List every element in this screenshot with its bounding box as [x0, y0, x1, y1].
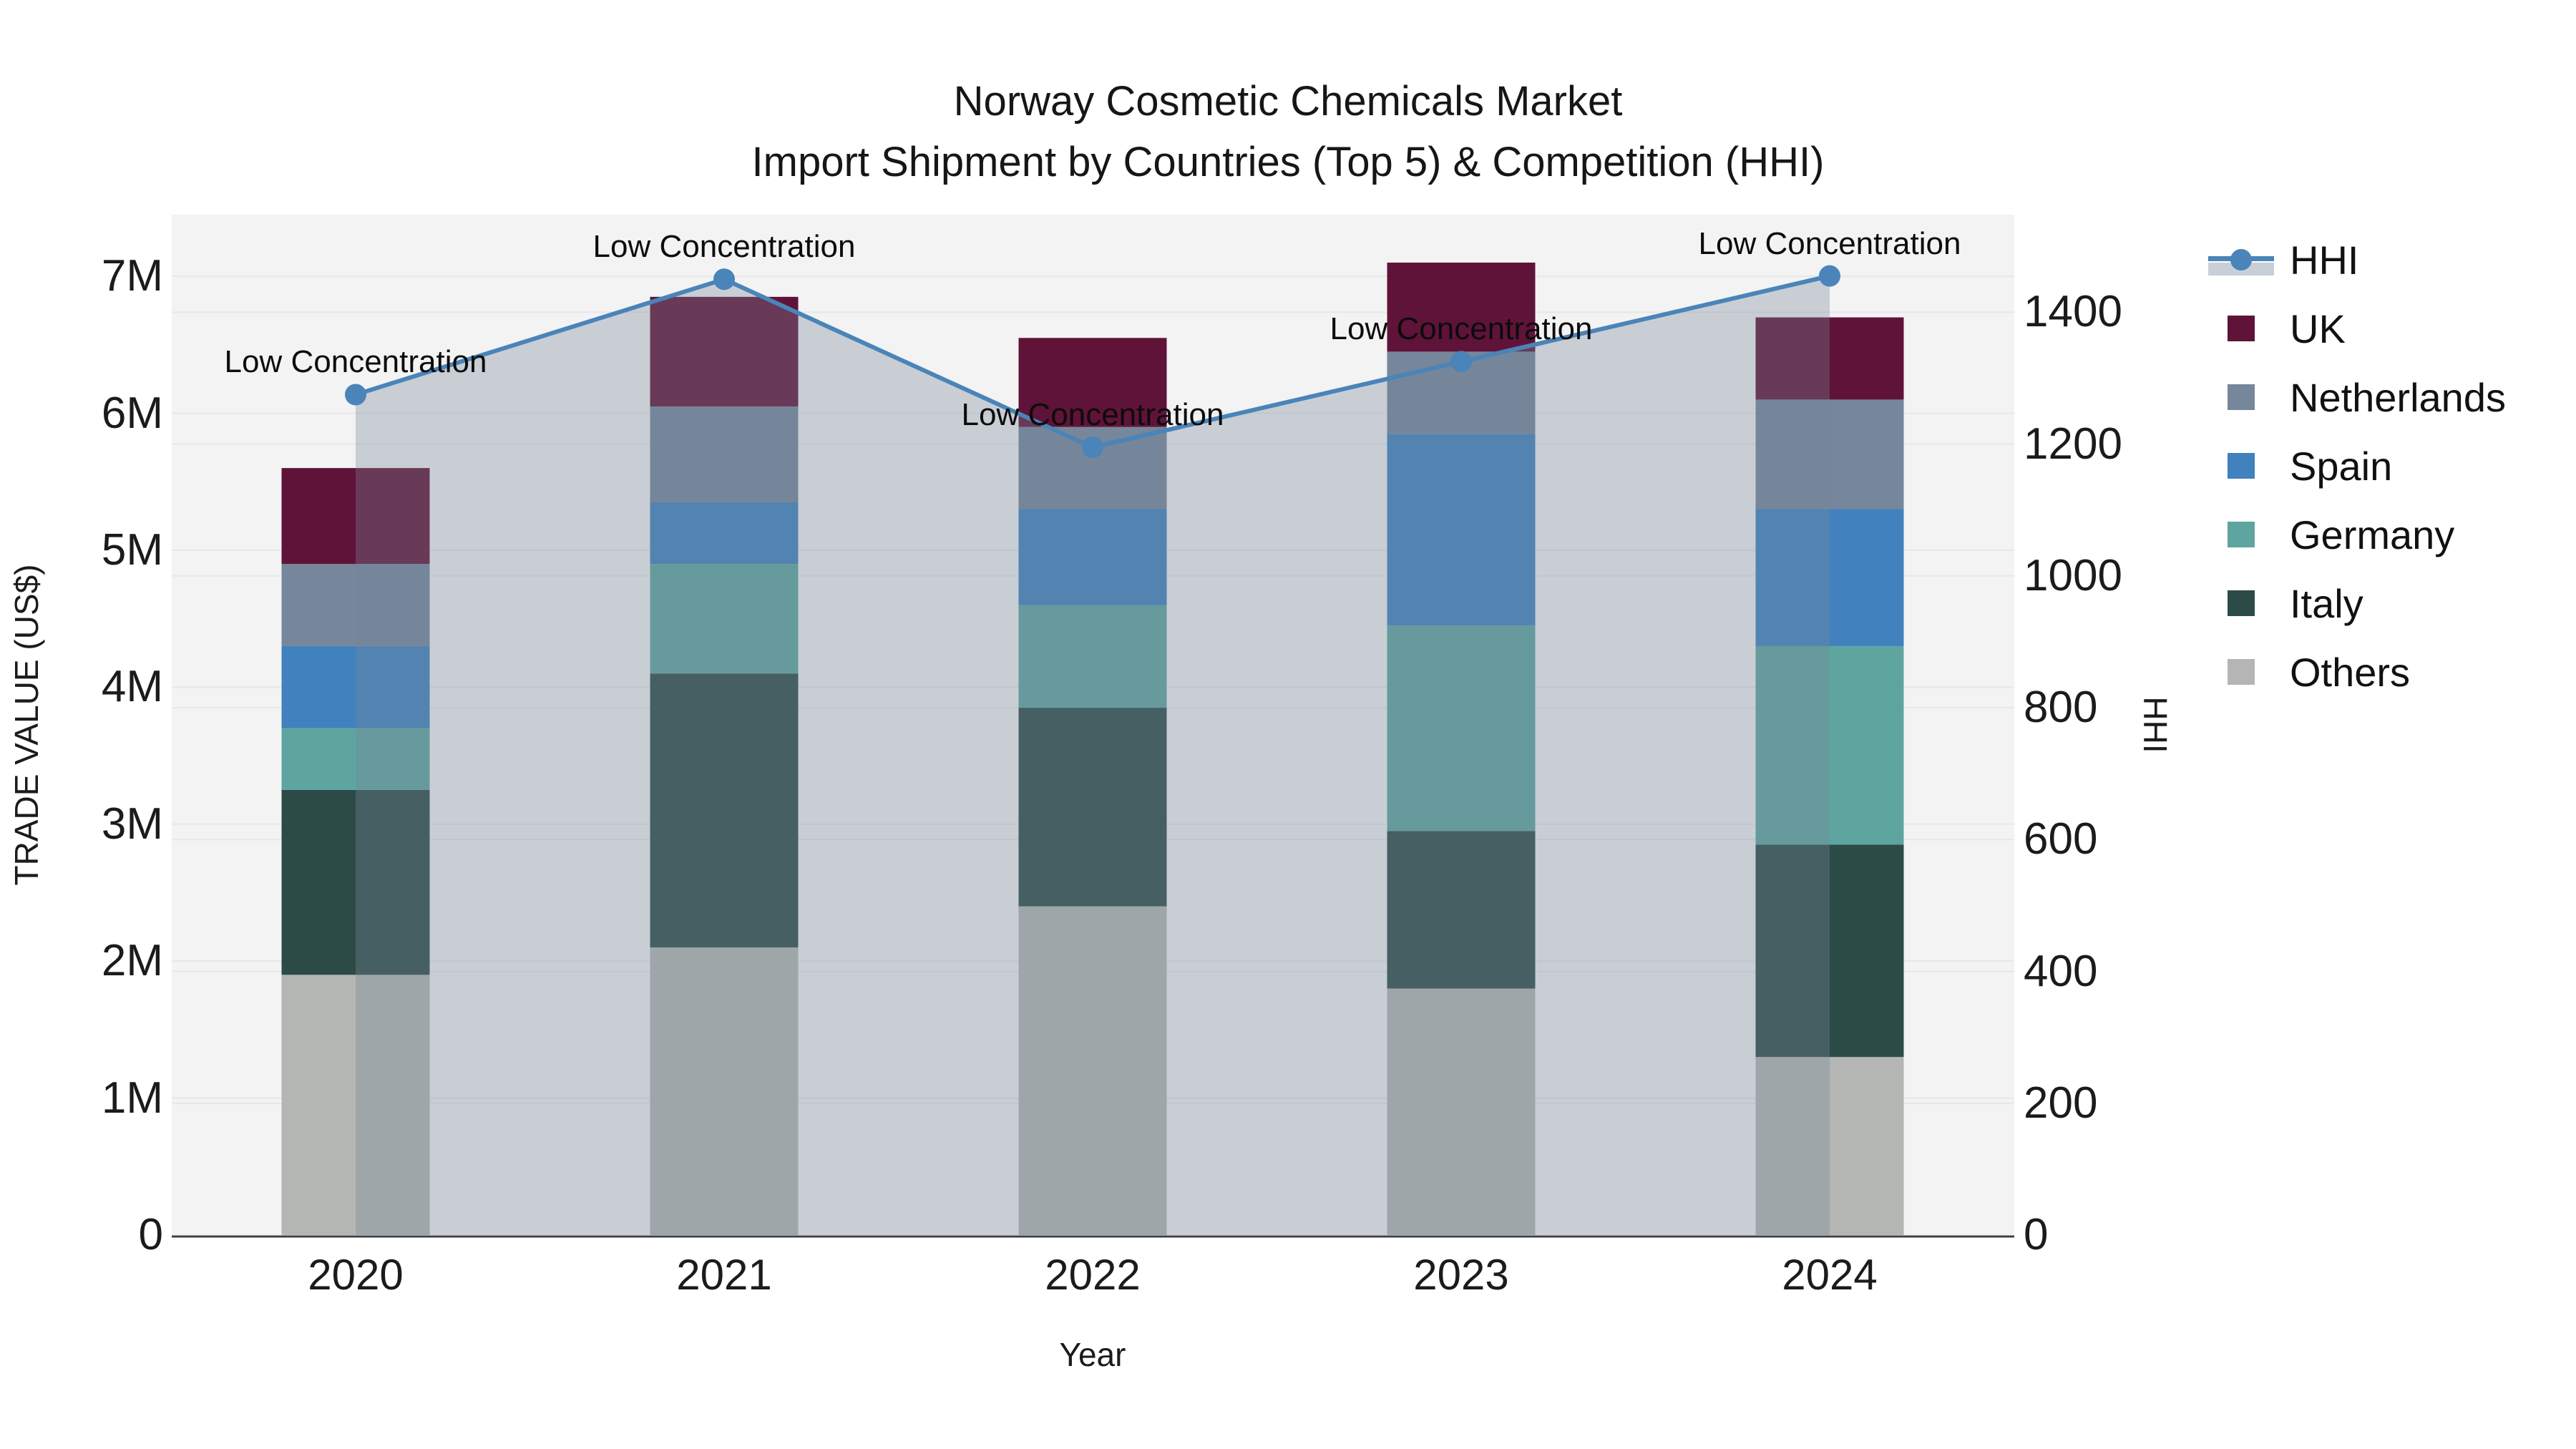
- y-left-tick-5M: 5M: [101, 525, 163, 575]
- bar-segment-uk-2021: [650, 296, 799, 406]
- y-left-tick-1M: 1M: [101, 1073, 163, 1123]
- x-tick-2020: 2020: [308, 1251, 404, 1299]
- swatch-spain: [2228, 453, 2255, 479]
- bar-segment-italy-2022: [1018, 708, 1167, 907]
- color-swatch-icon: [2208, 514, 2274, 555]
- hhi-area-group: [356, 275, 1830, 1235]
- legend-label-uk: UK: [2290, 306, 2346, 351]
- legend-label-italy: Italy: [2290, 580, 2363, 626]
- hhi-point-2023: [1450, 351, 1472, 373]
- chart-title: Norway Cosmetic Chemicals Market: [953, 78, 1623, 125]
- x-tick-2024: 2024: [1782, 1251, 1878, 1299]
- bars-group: [281, 262, 1904, 1235]
- y-right-tick-400: 400: [2024, 946, 2098, 996]
- hhi-point-2024: [1819, 265, 1840, 287]
- hhi-marker-dot: [2230, 249, 2252, 270]
- swatch-germany: [2228, 522, 2255, 547]
- bar-segment-italy-2021: [650, 673, 799, 948]
- swatch-netherlands: [2228, 384, 2255, 410]
- y-right-tick-0: 0: [2024, 1210, 2049, 1259]
- y-left-tick-3M: 3M: [101, 799, 163, 849]
- legend: HHI UK Netherlands Spain Germany Italy Others: [2208, 237, 2506, 695]
- annotation-low-concentration-2021: Low Concentration: [592, 229, 856, 265]
- bar-segment-italy-2020: [281, 789, 430, 975]
- y-right-tick-600: 600: [2024, 814, 2098, 864]
- y-left-tick-6M: 6M: [101, 388, 163, 438]
- legend-label-others: Others: [2290, 649, 2411, 695]
- y-axis-left-title: TRADE VALUE (US$): [8, 564, 45, 886]
- legend-item-hhi[interactable]: HHI: [2208, 237, 2506, 283]
- y-left-tick-0: 0: [138, 1210, 163, 1259]
- hhi-line-group: [345, 265, 1840, 459]
- legend-item-netherlands[interactable]: Netherlands: [2208, 375, 2506, 420]
- bar-segment-others-2021: [650, 947, 799, 1235]
- annotation-low-concentration-2024: Low Concentration: [1698, 225, 1961, 261]
- bar-segment-uk-2020: [281, 468, 430, 565]
- bar-segment-germany-2020: [281, 728, 430, 790]
- y-right-tick-800: 800: [2024, 683, 2098, 733]
- swatch-others: [2228, 659, 2255, 685]
- bar-segment-germany-2022: [1018, 605, 1167, 708]
- y-left-tick-7M: 7M: [101, 251, 163, 301]
- bar-segment-netherlands-2020: [281, 564, 430, 646]
- legend-label-hhi: HHI: [2290, 237, 2359, 283]
- x-axis-title: Year: [1059, 1336, 1126, 1373]
- legend-item-others[interactable]: Others: [2208, 650, 2506, 695]
- x-tick-2023: 2023: [1413, 1251, 1509, 1299]
- annotation-low-concentration-2023: Low Concentration: [1330, 311, 1593, 347]
- y-right-tick-1200: 1200: [2024, 419, 2122, 469]
- y-right-tick-1400: 1400: [2024, 287, 2122, 337]
- y-left-tick-4M: 4M: [101, 662, 163, 712]
- color-swatch-icon: [2208, 377, 2274, 417]
- legend-item-italy[interactable]: Italy: [2208, 581, 2506, 626]
- annotation-low-concentration-2020: Low Concentration: [224, 344, 487, 380]
- swatch-italy: [2228, 590, 2255, 616]
- color-swatch-icon: [2208, 446, 2274, 486]
- bar-segment-netherlands-2021: [650, 406, 799, 502]
- bar-segment-netherlands-2024: [1755, 399, 1904, 509]
- bar-segment-others-2024: [1755, 1057, 1904, 1235]
- y-right-tick-1000: 1000: [2024, 550, 2122, 600]
- swatch-uk: [2228, 316, 2255, 341]
- hhi-area-fill: [356, 275, 1830, 1235]
- bar-segment-spain-2023: [1387, 434, 1536, 626]
- x-tick-2022: 2022: [1045, 1251, 1141, 1299]
- legend-item-uk[interactable]: UK: [2208, 306, 2506, 351]
- bar-segment-others-2023: [1387, 988, 1536, 1235]
- bar-segment-italy-2023: [1387, 831, 1536, 989]
- bar-segment-italy-2024: [1755, 844, 1904, 1058]
- bar-segment-germany-2023: [1387, 625, 1536, 831]
- bar-segment-spain-2021: [650, 502, 799, 565]
- hhi-line-sample-icon: [2208, 240, 2274, 280]
- bar-segment-others-2022: [1018, 906, 1167, 1235]
- color-swatch-icon: [2208, 652, 2274, 692]
- legend-label-netherlands: Netherlands: [2290, 374, 2506, 420]
- hhi-point-2021: [713, 268, 735, 291]
- y-axis-right-title: HHI: [2137, 696, 2174, 753]
- bar-segment-uk-2024: [1755, 317, 1904, 400]
- bar-segment-uk-2022: [1018, 338, 1167, 427]
- color-swatch-icon: [2208, 308, 2274, 348]
- legend-label-spain: Spain: [2290, 443, 2393, 489]
- bar-segment-germany-2024: [1755, 645, 1904, 845]
- legend-item-germany[interactable]: Germany: [2208, 512, 2506, 557]
- legend-item-spain[interactable]: Spain: [2208, 443, 2506, 489]
- bar-segment-spain-2022: [1018, 509, 1167, 605]
- x-tick-2021: 2021: [676, 1251, 772, 1299]
- bar-segment-spain-2024: [1755, 509, 1904, 646]
- y-right-tick-200: 200: [2024, 1078, 2098, 1128]
- y-left-tick-2M: 2M: [101, 936, 163, 986]
- bar-segment-germany-2021: [650, 564, 799, 674]
- legend-label-germany: Germany: [2290, 512, 2455, 557]
- color-swatch-icon: [2208, 583, 2274, 623]
- bar-segment-spain-2020: [281, 645, 430, 728]
- bar-segment-uk-2023: [1387, 262, 1536, 352]
- chart-subtitle: Import Shipment by Countries (Top 5) & C…: [751, 139, 1825, 185]
- annotation-low-concentration-2022: Low Concentration: [961, 397, 1224, 433]
- hhi-point-2020: [345, 384, 366, 406]
- bar-segment-others-2020: [281, 975, 430, 1235]
- hhi-point-2022: [1082, 436, 1103, 459]
